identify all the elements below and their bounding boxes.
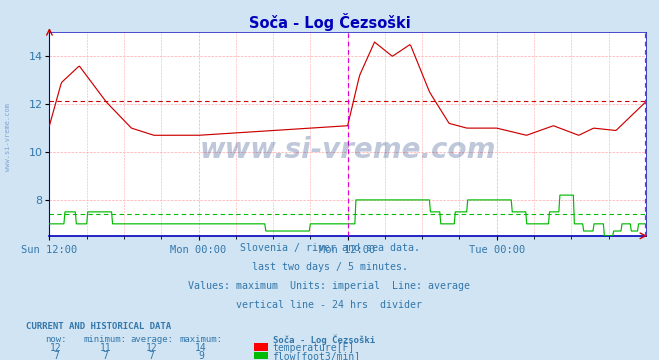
Text: CURRENT AND HISTORICAL DATA: CURRENT AND HISTORICAL DATA xyxy=(26,322,171,331)
Text: 14: 14 xyxy=(195,343,207,353)
Text: last two days / 5 minutes.: last two days / 5 minutes. xyxy=(252,262,407,272)
Text: Values: maximum  Units: imperial  Line: average: Values: maximum Units: imperial Line: av… xyxy=(188,281,471,291)
Text: average:: average: xyxy=(130,335,173,344)
Text: www.si-vreme.com: www.si-vreme.com xyxy=(5,103,11,171)
Text: minimum:: minimum: xyxy=(84,335,127,344)
Text: www.si-vreme.com: www.si-vreme.com xyxy=(200,136,496,165)
Text: vertical line - 24 hrs  divider: vertical line - 24 hrs divider xyxy=(237,300,422,310)
Text: temperature[F]: temperature[F] xyxy=(272,343,355,353)
Text: 11: 11 xyxy=(100,343,111,353)
Text: 7: 7 xyxy=(53,351,59,360)
Text: 9: 9 xyxy=(198,351,204,360)
Text: 12: 12 xyxy=(146,343,158,353)
Text: maximum:: maximum: xyxy=(179,335,223,344)
Text: 7: 7 xyxy=(149,351,154,360)
Text: 7: 7 xyxy=(103,351,108,360)
Text: flow[foot3/min]: flow[foot3/min] xyxy=(272,351,360,360)
Text: now:: now: xyxy=(45,335,67,344)
Text: Soča - Log Čezsoški: Soča - Log Čezsoški xyxy=(248,13,411,31)
Text: 12: 12 xyxy=(50,343,62,353)
Text: Soča - Log Čezsoški: Soča - Log Čezsoški xyxy=(273,335,376,345)
Text: Slovenia / river and sea data.: Slovenia / river and sea data. xyxy=(239,243,420,253)
